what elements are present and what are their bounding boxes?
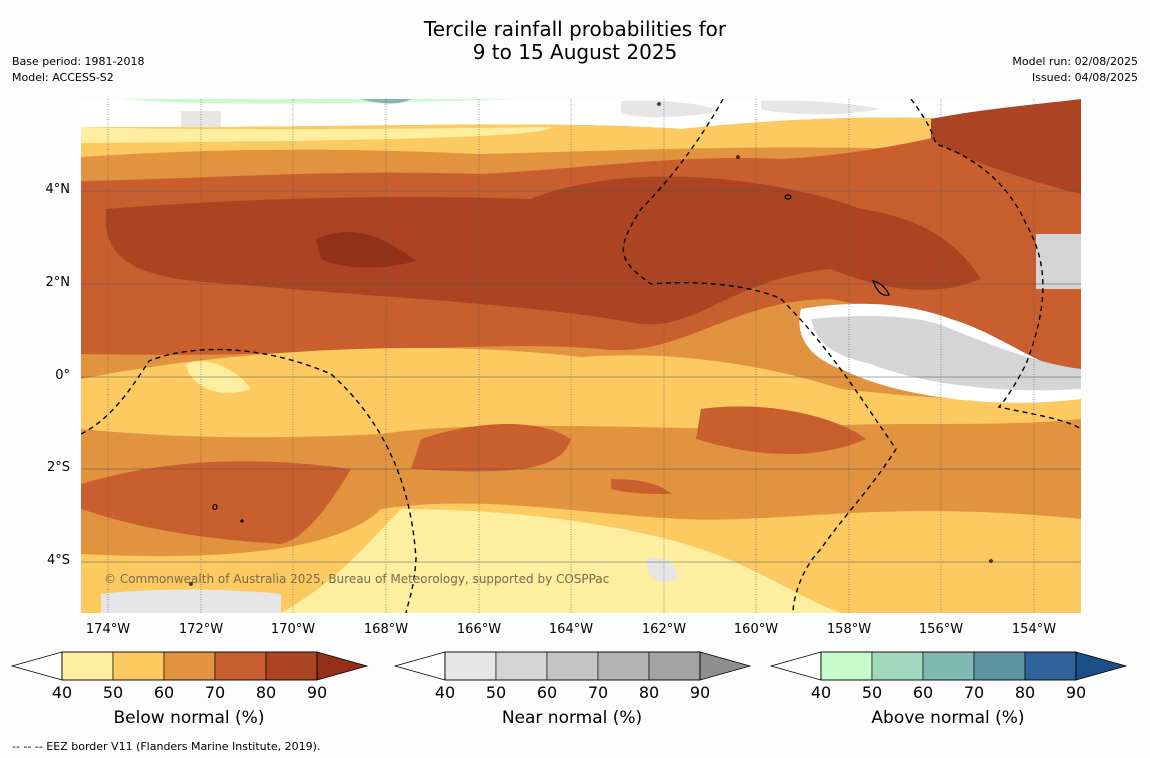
probability-map: © Commonwealth of Australia 2025, Bureau… (81, 99, 1081, 613)
near-normal-patch-1 (181, 111, 221, 131)
above-tick-40: 40 (810, 683, 832, 702)
near-tick-90: 90 (689, 683, 711, 702)
near-normal-patch-3 (761, 100, 881, 115)
colorbar-segment (163, 651, 216, 681)
lat-label-equator: 0° (55, 368, 70, 383)
model-run: Model run: 02/08/2025 (1012, 55, 1138, 68)
eez-borders (81, 99, 1081, 613)
below-tick-60: 60 (153, 683, 175, 702)
below-90-patch (316, 232, 416, 268)
longitude-gridlines (107, 99, 1035, 613)
below-70-south-east (696, 406, 866, 454)
below-50-north (81, 117, 1081, 161)
near-tick-70: 70 (587, 683, 609, 702)
base-period: Base period: 1981-2018 (12, 55, 145, 68)
near-tick-80: 80 (638, 683, 660, 702)
colorbar-segment (922, 651, 975, 681)
near-normal-far-east (1036, 234, 1081, 289)
near-normal-title: Near normal (%) (501, 708, 643, 728)
above-tick-90: 90 (1065, 683, 1087, 702)
near-normal-patch-2 (621, 100, 721, 118)
colorbar-near-normal (393, 651, 752, 681)
lon-label-160w: 160°W (733, 622, 779, 637)
above-normal-title: Above normal (%) (871, 708, 1025, 728)
colorbar-below-normal (10, 651, 369, 681)
below-40-south (281, 509, 841, 613)
above-tick-50: 50 (861, 683, 883, 702)
below-tick-70: 70 (204, 683, 226, 702)
colorbar-segment (265, 651, 318, 681)
chart-title: Tercile rainfall probabilities for 9 to … (0, 18, 1150, 64)
near-tick-40: 40 (434, 683, 456, 702)
colorbar-segment (871, 651, 924, 681)
colorbar-above-extend-high (1075, 651, 1128, 681)
lon-label-162w: 162°W (641, 622, 687, 637)
below-50-center (81, 348, 1081, 438)
lon-label-154w: 154°W (1011, 622, 1057, 637)
above-tick-80: 80 (1014, 683, 1036, 702)
below-80-band (105, 176, 981, 325)
near-tick-60: 60 (536, 683, 558, 702)
below-70-south-west (81, 461, 351, 544)
above-tick-60: 60 (912, 683, 934, 702)
lon-label-172w: 172°W (178, 622, 224, 637)
map-svg (81, 99, 1081, 613)
meta-right: Model run: 02/08/2025 Issued: 04/08/2025 (1012, 54, 1138, 86)
below-tick-90: 90 (306, 683, 328, 702)
lon-label-166w: 166°W (456, 622, 502, 637)
islands (189, 102, 993, 586)
colorbar-segment (973, 651, 1026, 681)
below-tick-50: 50 (102, 683, 124, 702)
near-normal-south-west (101, 589, 281, 613)
colorbar-segment (648, 651, 701, 681)
colorbar-above-extend-low (769, 651, 822, 681)
lat-label-4n: 4°N (45, 182, 71, 197)
near-normal-east (811, 316, 1081, 391)
title-line-1: Tercile rainfall probabilities for (423, 17, 727, 41)
lon-label-174w: 174°W (85, 622, 131, 637)
below-80-north-east (931, 99, 1081, 194)
lon-label-164w: 164°W (548, 622, 594, 637)
eez-footnote: -- -- -- EEZ border V11 (Flanders Marine… (12, 740, 321, 753)
colorbar-below-extend-low (10, 651, 63, 681)
colorbar-below-extend-high (316, 651, 369, 681)
colorbar-segment (820, 651, 873, 681)
colorbar-above-normal (769, 651, 1128, 681)
lat-label-2n: 2°N (45, 275, 71, 290)
lon-label-168w: 168°W (363, 622, 409, 637)
below-70-south-center (411, 424, 571, 472)
colorbar-segment (444, 651, 497, 681)
lon-label-170w: 170°W (270, 622, 316, 637)
near-tick-50: 50 (485, 683, 507, 702)
above-normal-patch-2 (361, 99, 411, 104)
colorbar-segment (495, 651, 548, 681)
lat-label-4s: 4°S (46, 553, 70, 568)
near-normal-south-center (646, 557, 677, 583)
lat-label-2s: 2°S (46, 460, 70, 475)
colorbar-segment (546, 651, 599, 681)
colorbar-segment (1024, 651, 1077, 681)
above-normal-patch (121, 99, 521, 104)
above-tick-70: 70 (963, 683, 985, 702)
below-70-small-patch (611, 479, 671, 494)
title-line-2: 9 to 15 August 2025 (472, 40, 678, 64)
meta-left: Base period: 1981-2018 Model: ACCESS-S2 (12, 54, 144, 86)
issued-date: Issued: 04/08/2025 (1031, 71, 1138, 84)
model-name: Model: ACCESS-S2 (12, 71, 114, 84)
colorbar-segment (112, 651, 165, 681)
below-tick-80: 80 (255, 683, 277, 702)
below-40-north (81, 127, 551, 143)
below-normal-title: Below normal (%) (113, 708, 265, 728)
latitude-gridlines (81, 190, 1081, 563)
lon-label-158w: 158°W (826, 622, 872, 637)
lon-label-156w: 156°W (918, 622, 964, 637)
copyright-notice: © Commonwealth of Australia 2025, Bureau… (104, 572, 610, 586)
colorbar-segment (597, 651, 650, 681)
colorbar-segment (61, 651, 114, 681)
colorbar-segment (214, 651, 267, 681)
below-tick-40: 40 (51, 683, 73, 702)
colorbar-near-extend-high (699, 651, 752, 681)
colorbar-near-extend-low (393, 651, 446, 681)
